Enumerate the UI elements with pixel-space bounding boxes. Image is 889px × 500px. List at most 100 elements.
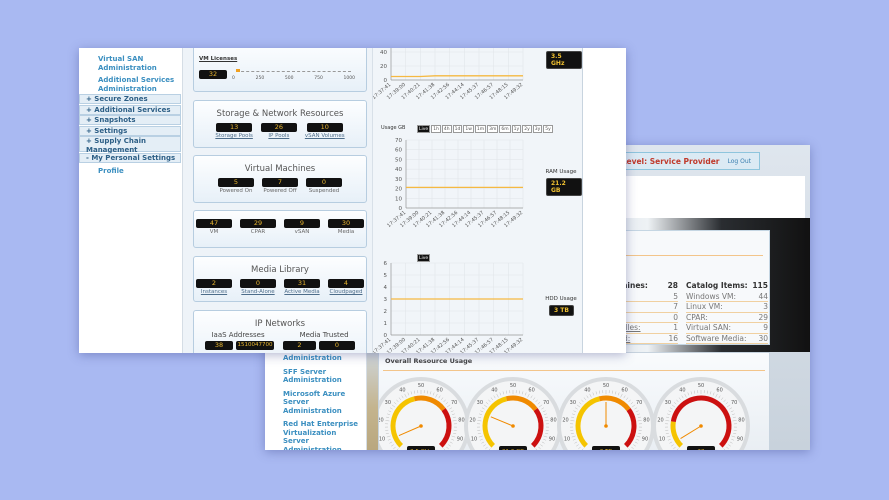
storage_network-label[interactable]: IP Pools — [268, 133, 290, 139]
storage_network-item[interactable]: 26 IP Pools — [260, 123, 297, 139]
license-scale: 0 250 500 750 1000 — [232, 76, 355, 81]
back-sidebar-link[interactable]: Red Hat Enterprise Virtualization Server… — [283, 420, 359, 450]
gauge-tick — [393, 446, 396, 450]
back-sidebar-link[interactable]: Administration — [283, 354, 342, 362]
summary-value: 0 — [673, 312, 678, 322]
media_library-label[interactable]: Instances — [200, 289, 228, 295]
range-button-Live[interactable]: Live — [417, 254, 431, 262]
gauge-tick-label: 20 — [562, 418, 568, 424]
summary-row[interactable]: Windows VM: 44 — [686, 292, 768, 302]
gauge-arc — [505, 395, 538, 412]
gauge-tick — [387, 413, 391, 416]
media_library-item[interactable]: 31 Active Media — [284, 279, 320, 295]
gauge-tick — [630, 402, 634, 405]
media_library-value: 4 — [328, 279, 364, 288]
charts-column: 0 20 40 17:37:41 17:39:00 17:40:21 17:41:38 17:… — [372, 48, 583, 353]
summary-row[interactable]: Linux VM: 3 — [686, 302, 768, 313]
gauge-tick — [733, 432, 737, 435]
sidebar-section-supply-chain[interactable]: + Supply Chain Management — [79, 136, 181, 154]
media_library-item[interactable]: 2 Instances — [196, 279, 232, 295]
range-button-1h[interactable]: 1h — [431, 125, 441, 133]
gauge-tick — [709, 391, 712, 395]
gauge-tick-label: 20 — [469, 418, 475, 424]
back-sidebar-link[interactable]: SFF Server Administration — [283, 367, 342, 385]
counts-item: 29 CPAR — [240, 219, 276, 235]
ip-value: 1510047700 — [236, 341, 274, 350]
summary-row[interactable]: CPAR: 29 — [686, 313, 768, 323]
range-button-4h[interactable]: 4h — [441, 125, 452, 133]
sidebar-link-profile[interactable]: Profile — [98, 167, 124, 175]
media_library-title: Media Library — [251, 265, 309, 275]
summary-value: 5 — [673, 291, 678, 301]
range-button-2y[interactable]: 2y — [522, 125, 532, 133]
gauge-tick — [665, 420, 670, 422]
sidebar-link-virtual-san[interactable]: Virtual SAN Administration — [98, 55, 157, 72]
gauge-arc — [575, 396, 601, 448]
summary-row[interactable]: Software Media: 30 — [686, 334, 768, 344]
sidebar-link-additional-services[interactable]: Additional Services Administration — [98, 76, 175, 93]
gauge-tick-label: 10 — [379, 437, 385, 443]
gauge-tick — [410, 391, 413, 395]
sidebar-section-additional-services[interactable]: + Additional Services — [79, 105, 181, 115]
range-button-Live[interactable]: Live — [417, 125, 431, 133]
counts-item: 30 Media — [328, 219, 364, 235]
media_library-item[interactable]: 0 Stand-Alone — [240, 279, 276, 295]
gauge-needle — [490, 416, 514, 427]
gauge-tick — [617, 392, 620, 396]
media_library-label[interactable]: Active Media — [284, 289, 320, 295]
gauge-tick — [542, 410, 546, 413]
back-sidebar-link[interactable]: Microsoft Azure Server Administration — [283, 389, 346, 415]
range-button-1m[interactable]: 1m — [474, 125, 487, 133]
gauge-readout-box — [499, 446, 527, 450]
gauge-tick — [676, 399, 679, 403]
gauge-tick — [620, 393, 623, 398]
gauge-tick — [449, 441, 453, 444]
media_library-item[interactable]: 4 Cloudpaged — [328, 279, 364, 295]
media_library-label[interactable]: Cloudpaged — [329, 289, 363, 295]
gauge-tick — [730, 410, 734, 413]
gauge-tick-label: 40 — [584, 387, 590, 393]
gauge-arc — [413, 395, 446, 412]
license-meter — [236, 69, 351, 72]
gauge-arc — [623, 408, 637, 448]
sidebar-section-settings[interactable]: + Settings — [79, 126, 181, 136]
virtual-machines-card: Virtual Machines 5 Powered On 7 Powered Off 0… — [193, 155, 367, 203]
range-button-1w[interactable]: 1w — [463, 125, 474, 133]
sidebar-section-secure-zones[interactable]: + Secure Zones — [79, 94, 181, 104]
gauge-tick — [732, 420, 737, 422]
range-button-3y[interactable]: 3y — [532, 125, 543, 133]
y-tick-label: 20 — [380, 64, 387, 70]
gauge-tick — [731, 435, 736, 438]
sidebar-section-snapshots[interactable]: + Snapshots — [79, 115, 181, 125]
media_library-label[interactable]: Stand-Alone — [241, 289, 275, 295]
logout-link[interactable]: Log Out — [727, 157, 751, 165]
range-button-5y[interactable]: 5y — [543, 125, 553, 133]
gauge-tick — [502, 391, 505, 395]
ip-value: 38 — [205, 341, 233, 350]
gauge-tick — [731, 413, 735, 416]
gauge-tick — [537, 402, 541, 405]
front-window: Virtual SAN Administration Additional Se… — [79, 48, 626, 353]
y-tick-label: 0 — [384, 333, 388, 339]
range-button-1d[interactable]: 1d — [452, 125, 463, 133]
summary-row[interactable]: Virtual SAN: 9 — [686, 323, 768, 334]
storage_network-label[interactable]: vSAN Volumes — [304, 133, 345, 139]
y-tick-label: 40 — [380, 50, 387, 56]
storage_network-label[interactable]: Storage Pools — [215, 133, 253, 139]
gauge-tick-label: 50 — [603, 383, 609, 389]
storage_network-item[interactable]: 13 Storage Pools — [215, 123, 253, 139]
summary-value: 3 — [763, 302, 768, 311]
gauge-tick — [477, 420, 482, 422]
sidebar-section-personal-settings[interactable]: - My Personal Settings — [79, 153, 181, 163]
range-button-6m[interactable]: 6m — [499, 125, 511, 133]
virtual_machines-label: Suspended — [308, 188, 340, 194]
decorative-strip — [367, 345, 378, 450]
gauge-tick — [451, 435, 456, 438]
series-line — [391, 75, 523, 78]
range-button-1y[interactable]: 1y — [511, 125, 522, 133]
gauge-tick — [445, 402, 449, 405]
iaas-addresses-label: IaaS Addresses — [211, 331, 265, 339]
storage_network-item[interactable]: 10 vSAN Volumes — [305, 123, 345, 139]
range-button-3m[interactable]: 3m — [487, 125, 499, 133]
license-scale-tick: 500 — [284, 76, 294, 81]
